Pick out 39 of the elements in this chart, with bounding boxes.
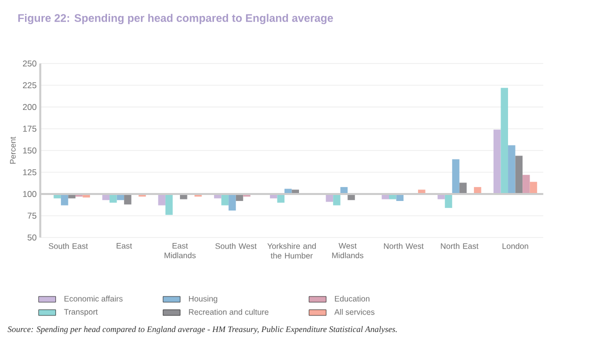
y-tick-label: 200 — [22, 104, 36, 110]
bar — [522, 174, 530, 194]
y-tick-label: 250 — [22, 60, 36, 67]
bar — [500, 88, 508, 194]
bar — [165, 194, 173, 215]
bar — [494, 130, 501, 194]
y-tick-label: 75 — [28, 212, 36, 219]
x-tick-label: Yorkshire and the Humber — [267, 243, 316, 259]
legend-label: Education — [334, 296, 370, 302]
y-tick-label: 125 — [23, 169, 36, 176]
y-tick-label: 100 — [23, 191, 36, 198]
y-tick-label: 150 — [23, 148, 36, 154]
x-tick-label: East — [116, 243, 132, 249]
bar — [515, 156, 523, 194]
x-tick-label: North West — [384, 243, 424, 249]
y-tick-label: 225 — [22, 82, 36, 88]
x-tick-label: West Midlands — [332, 243, 364, 258]
x-tick-label: South East — [48, 243, 88, 249]
legend-label: Recreation and culture — [189, 308, 268, 315]
x-tick-label: East Midlands — [164, 243, 196, 258]
bar — [444, 194, 452, 208]
bar — [158, 194, 166, 206]
y-tick-label: 175 — [23, 126, 36, 132]
legend-label: Transport — [64, 309, 98, 316]
x-tick-label: London — [502, 243, 528, 249]
bar — [333, 194, 340, 206]
chart-title: Figure 22: Spending per head compared to England average — [18, 14, 333, 24]
y-axis-title: Percent — [10, 136, 16, 164]
bar — [228, 194, 236, 211]
legend-label: All services — [334, 308, 374, 315]
legend-label: Housing — [189, 296, 218, 304]
x-tick-label: North East — [440, 243, 478, 249]
legend-label: Economic affairs — [64, 296, 123, 302]
x-tick-label: South West — [215, 243, 257, 249]
bar — [508, 145, 516, 194]
source-note: Source: Spending per head compared to England average - HM Treasury, Public Expenditure Statistical Analyses. — [8, 326, 397, 334]
bar — [124, 194, 132, 204]
bar — [452, 159, 460, 194]
y-tick-label: 50 — [28, 234, 36, 241]
